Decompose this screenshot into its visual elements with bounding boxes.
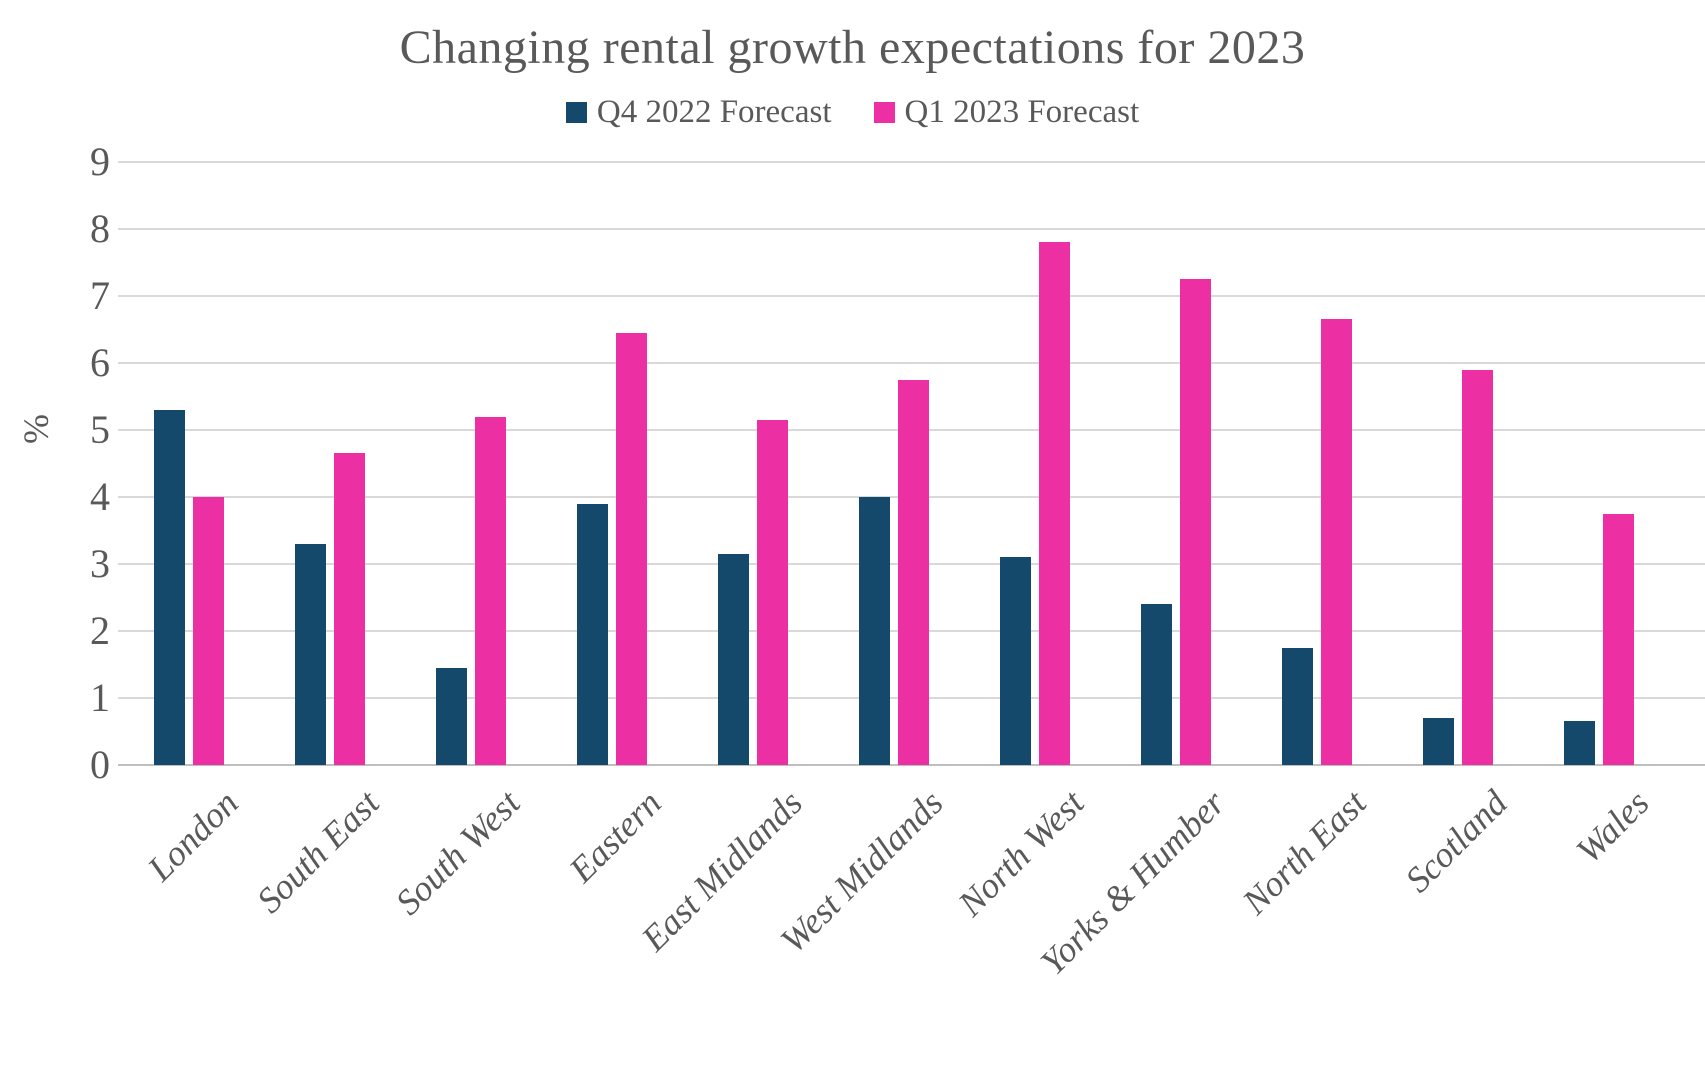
bar-q4-2022-east-midlands (717, 553, 749, 765)
chart-title: Changing rental growth expectations for … (399, 21, 1306, 74)
bar-q1-2023-london (192, 497, 224, 765)
gridline (118, 295, 1705, 297)
legend: Q4 2022 Forecast Q1 2023 Forecast (0, 94, 1705, 131)
legend-item-q4-2022: Q4 2022 Forecast (565, 94, 832, 131)
y-tick-label: 2 (90, 608, 110, 653)
legend-item-q1-2023: Q1 2023 Forecast (873, 94, 1140, 131)
bar-q4-2022-yorks-humber (1141, 604, 1173, 765)
bar-q4-2022-london (153, 409, 185, 765)
bar-q1-2023-north-east (1321, 319, 1353, 765)
bar-q4-2022-north-west (1000, 557, 1032, 765)
x-axis-label: North West (950, 782, 1092, 924)
x-axis-label: Scotland (1397, 782, 1516, 900)
y-tick-label: 5 (90, 407, 110, 452)
x-axis-label: South West (387, 782, 528, 923)
bar-q1-2023-south-west (474, 416, 506, 765)
x-axis-label: North East (1234, 782, 1375, 922)
bar-q1-2023-east-midlands (756, 419, 788, 765)
bar-q1-2023-south-east (333, 453, 365, 765)
bar-q4-2022-north-east (1282, 647, 1314, 765)
legend-swatch-q1-2023 (873, 102, 895, 123)
y-tick-label: 7 (90, 273, 110, 318)
gridline (118, 362, 1705, 364)
legend-label-q4-2022: Q4 2022 Forecast (596, 94, 832, 130)
x-axis-label: South East (248, 782, 387, 921)
legend-swatch-q4-2022 (565, 102, 587, 123)
y-tick-label: 8 (90, 206, 110, 251)
y-tick-label: 1 (90, 675, 110, 720)
bar-q1-2023-eastern (615, 332, 647, 765)
bar-q1-2023-yorks-humber (1180, 279, 1212, 765)
gridline (118, 161, 1705, 163)
bar-q1-2023-scotland (1462, 369, 1494, 765)
legend-label-q1-2023: Q1 2023 Forecast (904, 94, 1140, 130)
y-tick-label: 3 (90, 541, 110, 586)
y-tick-label: 9 (90, 139, 110, 184)
bar-q4-2022-west-midlands (859, 497, 890, 765)
gridline (118, 228, 1705, 230)
bar-q4-2022-eastern (576, 503, 608, 765)
x-axis-label: London (139, 782, 246, 889)
x-axis-label: Wales (1568, 782, 1657, 871)
bar-q4-2022-south-east (294, 543, 326, 765)
y-tick-label: 6 (90, 340, 110, 385)
bar-q1-2023-wales (1603, 513, 1635, 765)
y-tick-label: 4 (90, 474, 110, 519)
bar-q1-2023-west-midlands (898, 379, 929, 765)
bar-q4-2022-south-west (435, 667, 467, 765)
x-axis-line (118, 764, 1705, 766)
bar-q4-2022-wales (1564, 721, 1596, 765)
x-axis-label: Eastern (561, 782, 669, 891)
bar-q4-2022-scotland (1423, 718, 1455, 765)
y-tick-label: 0 (90, 742, 110, 787)
bar-q1-2023-north-west (1039, 242, 1071, 765)
